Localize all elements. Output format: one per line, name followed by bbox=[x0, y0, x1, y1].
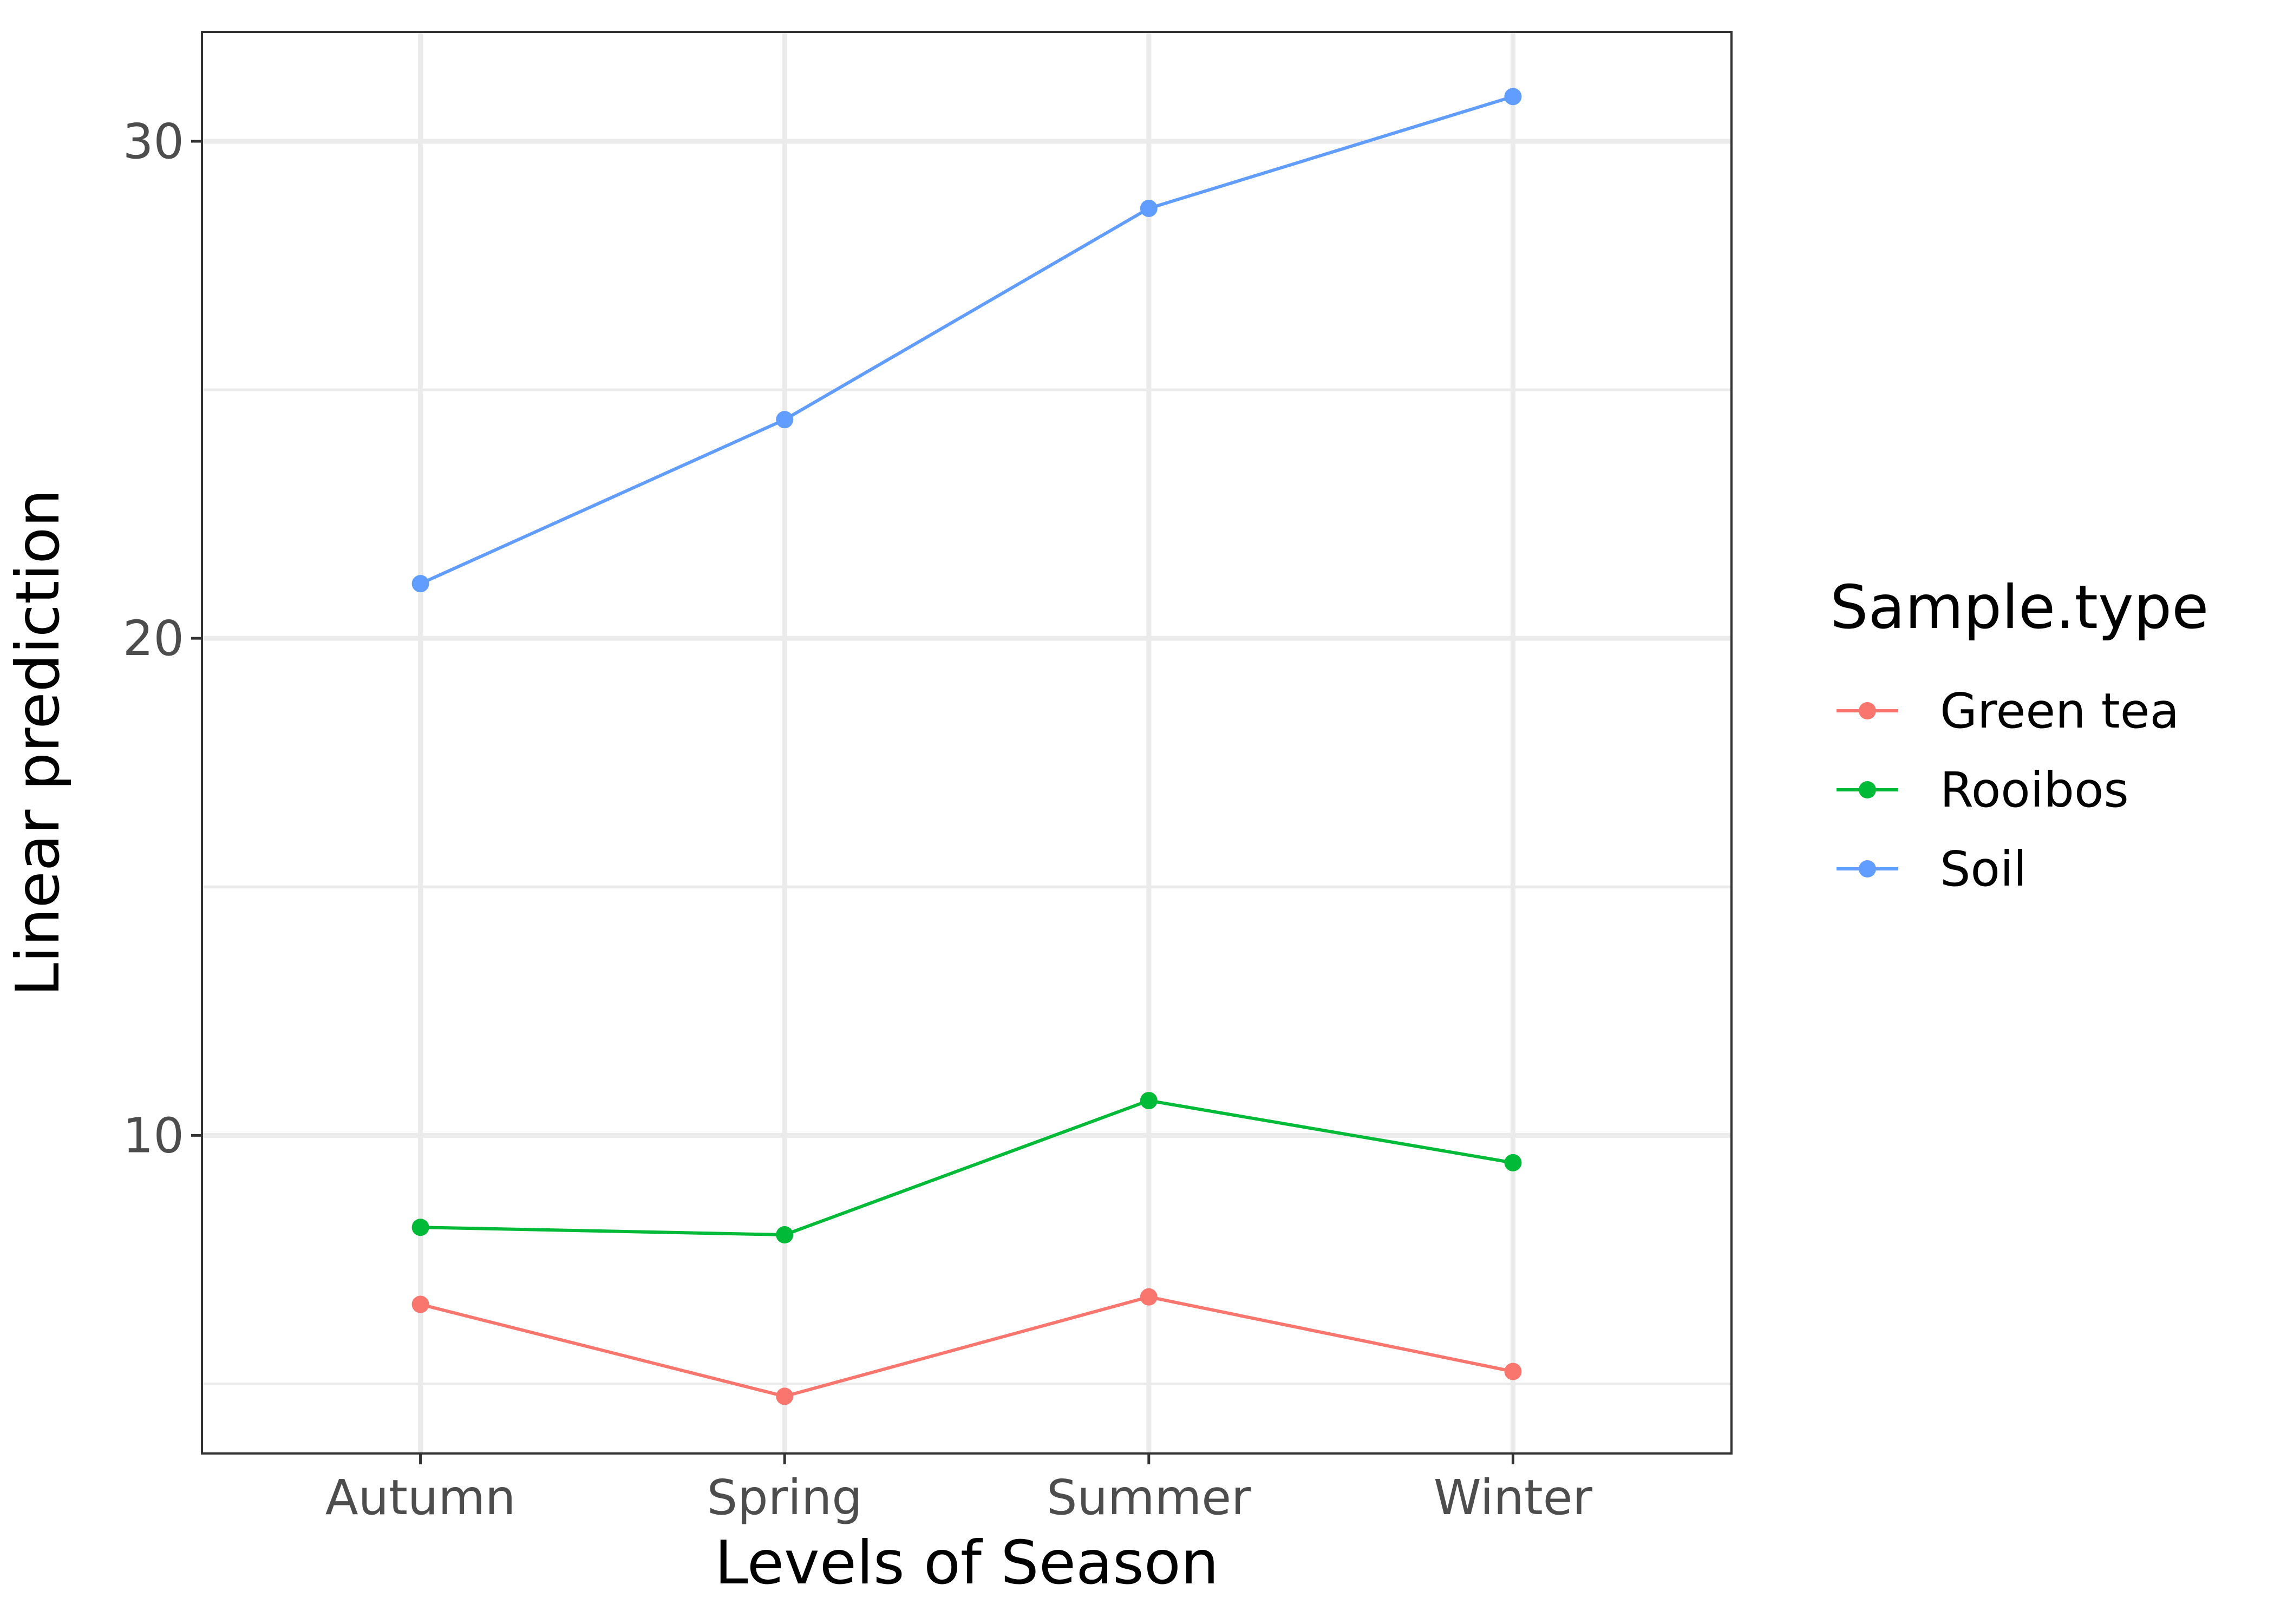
data-point bbox=[1504, 1363, 1522, 1380]
x-tick-label: Autumn bbox=[325, 1469, 516, 1525]
y-tick-label: 20 bbox=[123, 610, 184, 666]
data-point bbox=[1504, 88, 1522, 106]
series-layer bbox=[411, 88, 1522, 1405]
data-point bbox=[411, 1295, 429, 1313]
y-tick-label: 10 bbox=[123, 1107, 184, 1163]
legend-key-point bbox=[1859, 781, 1876, 798]
data-point bbox=[411, 1219, 429, 1236]
panel-border bbox=[201, 31, 1733, 1455]
legend-title: Sample.type bbox=[1830, 573, 2208, 643]
legend-key-point bbox=[1859, 702, 1876, 719]
series-line-rooibos bbox=[420, 1099, 1513, 1236]
x-axis-title: Levels of Season bbox=[715, 1528, 1219, 1598]
data-point bbox=[776, 411, 794, 429]
x-tick-label: Winter bbox=[1434, 1469, 1593, 1525]
data-point bbox=[1140, 199, 1158, 217]
legend-label: Green tea bbox=[1940, 683, 2179, 739]
legend-label: Soil bbox=[1940, 841, 2027, 897]
series-line-green-tea bbox=[420, 1295, 1514, 1398]
data-point bbox=[411, 575, 429, 593]
grid-lines bbox=[202, 32, 1731, 1453]
legend: Sample.type Green tea Rooibos Soil bbox=[1830, 573, 2208, 897]
series-line-soil bbox=[420, 95, 1514, 585]
axes: 10 20 30 Autumn Spring Summer Winter bbox=[123, 113, 1593, 1525]
data-point bbox=[776, 1226, 794, 1243]
x-tick-label: Spring bbox=[707, 1469, 862, 1525]
data-point bbox=[1140, 1288, 1158, 1306]
data-point bbox=[1504, 1154, 1522, 1171]
y-axis-title: Linear prediction bbox=[3, 489, 73, 996]
data-point bbox=[1140, 1092, 1158, 1110]
x-tick-label: Summer bbox=[1047, 1469, 1251, 1525]
legend-key-point bbox=[1859, 860, 1876, 878]
data-point bbox=[776, 1387, 794, 1405]
legend-label: Rooibos bbox=[1940, 762, 2129, 818]
y-tick-label: 30 bbox=[123, 113, 184, 169]
